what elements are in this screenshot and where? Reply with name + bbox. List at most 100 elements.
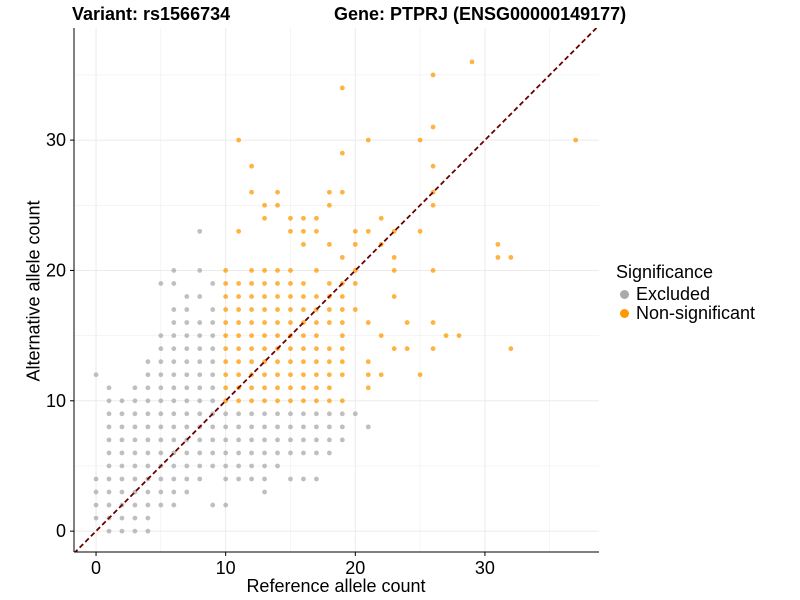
data-point (210, 502, 216, 508)
legend-key-non-significant (620, 309, 629, 318)
data-point (223, 463, 229, 469)
data-point (288, 320, 293, 325)
data-point (326, 372, 332, 378)
data-point (171, 333, 177, 339)
y-tick-label: 20 (46, 260, 66, 280)
data-point (262, 437, 267, 443)
data-point (339, 320, 345, 325)
data-point (339, 411, 345, 417)
data-point (210, 437, 216, 443)
data-point (223, 411, 229, 417)
data-point (275, 450, 280, 456)
data-point (301, 215, 306, 221)
data-point (106, 489, 112, 495)
data-point (132, 502, 138, 508)
data-point (119, 437, 125, 443)
data-point (275, 437, 280, 443)
data-point (326, 411, 332, 417)
data-point (314, 424, 319, 430)
data-point (301, 411, 306, 417)
data-point (339, 307, 345, 312)
data-point (249, 476, 254, 482)
y-tick-label: 30 (46, 130, 66, 150)
data-point (223, 268, 229, 273)
data-point (197, 437, 203, 443)
data-point (249, 307, 254, 312)
data-point (158, 359, 164, 365)
data-point (275, 333, 280, 339)
data-point (339, 372, 345, 378)
data-point (301, 385, 306, 391)
identity-line (74, 28, 598, 552)
data-point (326, 398, 332, 404)
data-point (326, 424, 332, 430)
data-point (339, 398, 345, 404)
data-point (119, 463, 125, 469)
data-point (210, 450, 216, 456)
data-point (275, 294, 280, 299)
data-point (197, 385, 203, 391)
data-point (262, 476, 267, 482)
series-excluded (93, 228, 371, 534)
data-point (314, 437, 319, 443)
data-point (339, 437, 345, 443)
data-point (262, 268, 267, 273)
data-point (223, 359, 229, 365)
data-point (132, 424, 138, 430)
data-point (223, 502, 229, 508)
x-tick-label: 30 (475, 558, 495, 578)
data-point (365, 320, 371, 325)
data-point (262, 333, 267, 339)
data-point (430, 320, 436, 325)
data-point (301, 241, 306, 247)
data-point (262, 372, 267, 378)
data-point (249, 294, 254, 299)
data-point (301, 228, 306, 234)
data-point (93, 515, 99, 521)
data-point (301, 307, 306, 312)
data-point (288, 437, 293, 443)
data-point (301, 346, 306, 352)
data-point (145, 528, 151, 534)
data-point (236, 346, 242, 352)
data-point (495, 255, 501, 260)
data-point (106, 385, 112, 391)
data-point (223, 346, 229, 352)
data-point (314, 294, 319, 299)
data-point (391, 268, 397, 273)
x-axis-title: Reference allele count (246, 576, 426, 596)
legend-label-excluded: Excluded (636, 284, 711, 304)
data-point (158, 489, 164, 495)
y-tick-label: 0 (56, 521, 66, 541)
data-point (275, 463, 280, 469)
data-point (106, 424, 112, 430)
data-point (132, 385, 138, 391)
data-point (184, 385, 190, 391)
data-point (430, 163, 436, 169)
data-point (249, 411, 254, 417)
data-point (339, 255, 345, 260)
data-point (132, 463, 138, 469)
data-point (262, 215, 267, 221)
series-non-significant (223, 59, 579, 404)
data-point (249, 163, 254, 169)
data-point (119, 476, 125, 482)
data-point (262, 346, 267, 352)
data-point (132, 437, 138, 443)
data-point (236, 320, 242, 325)
data-point (184, 333, 190, 339)
data-point (184, 398, 190, 404)
data-point (223, 307, 229, 312)
legend-title: Significance (616, 262, 714, 282)
data-point (210, 307, 216, 312)
data-point (158, 281, 164, 286)
data-point (275, 268, 280, 273)
data-point (275, 189, 280, 195)
data-point (352, 411, 358, 417)
data-point (249, 463, 254, 469)
data-point (301, 476, 306, 482)
data-point (132, 476, 138, 482)
data-point (430, 72, 436, 78)
data-point (314, 385, 319, 391)
data-point (365, 372, 371, 378)
